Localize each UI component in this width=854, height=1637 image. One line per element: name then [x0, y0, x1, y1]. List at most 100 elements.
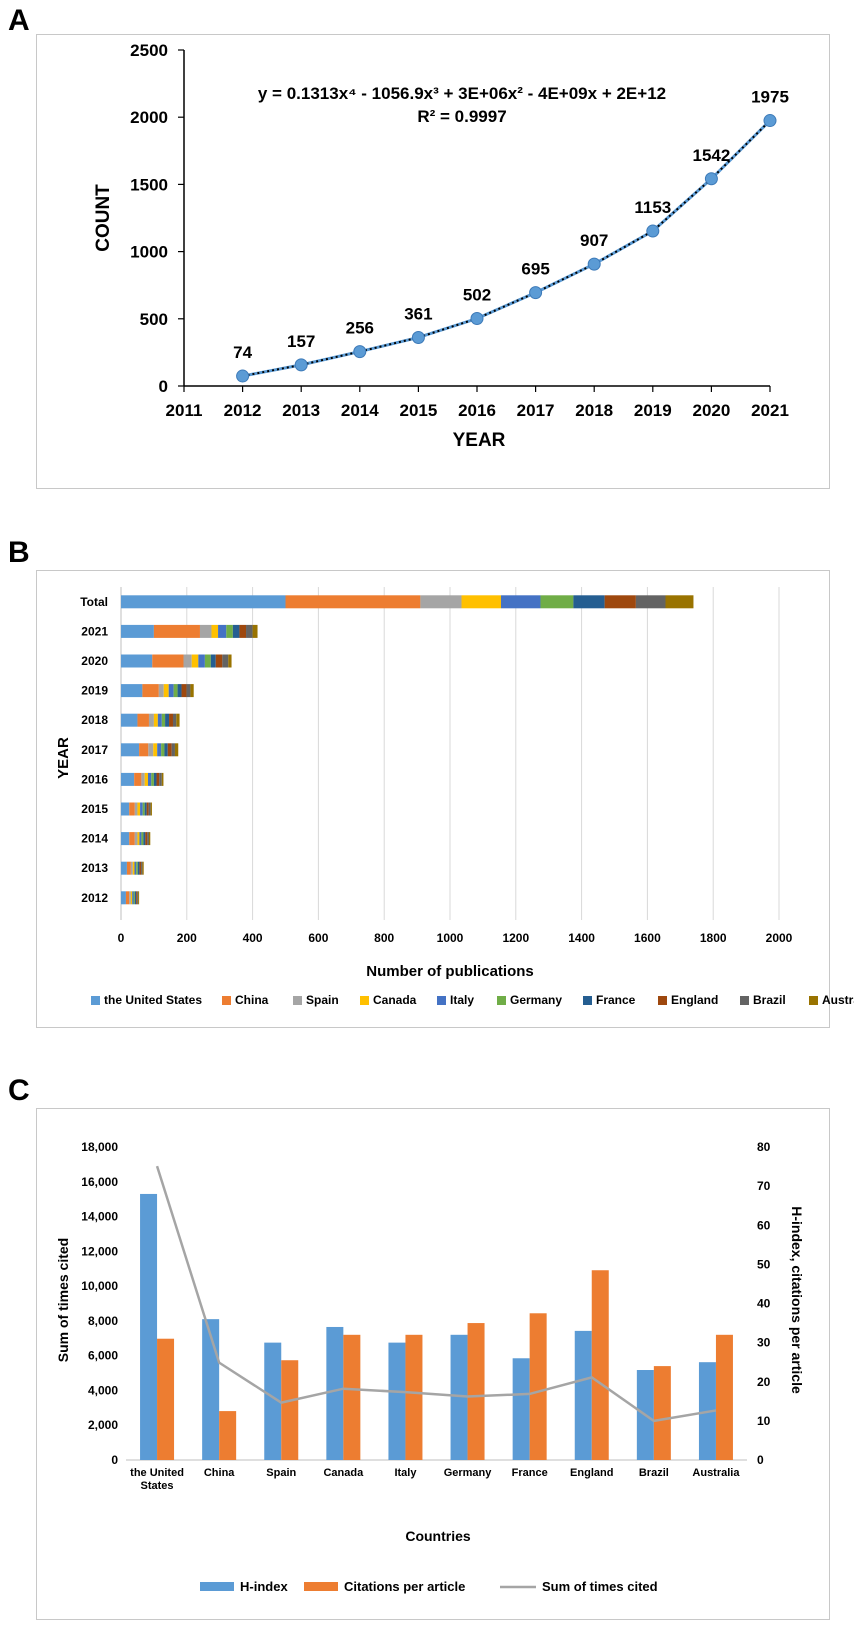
bar-segment	[132, 891, 134, 905]
bar-segment	[136, 861, 138, 875]
y-tick-label: 2,000	[88, 1418, 118, 1432]
bar-segment	[540, 595, 574, 609]
bar-segment	[121, 654, 153, 668]
x-tick-label: 1600	[634, 931, 661, 945]
bar-segment	[173, 684, 178, 698]
bar-segment	[186, 684, 191, 698]
bar-segment	[126, 861, 131, 875]
bar-segment	[148, 832, 151, 846]
bar-segment	[143, 832, 146, 846]
bar-segment	[121, 891, 126, 905]
bar-segment	[137, 802, 141, 816]
bar-segment	[158, 684, 164, 698]
bar-segment	[137, 891, 139, 905]
y2-tick-label: 30	[757, 1336, 771, 1350]
bar-segment	[147, 832, 149, 846]
data-label: 695	[521, 260, 549, 279]
x-tick-label: 2011	[166, 401, 203, 420]
bar-segment	[121, 684, 143, 698]
y2-tick-label: 60	[757, 1218, 771, 1232]
y-tick-label: 0	[111, 1453, 118, 1467]
bar-segment	[161, 772, 164, 786]
x-tick-label: England	[570, 1467, 613, 1479]
y2-tick-label: 70	[757, 1179, 771, 1193]
bar-segment	[172, 713, 177, 727]
legend-label: Germany	[510, 993, 562, 1007]
bar-segment	[145, 832, 148, 846]
bar-h-index	[264, 1342, 282, 1460]
data-point	[294, 358, 308, 372]
y-tick-label: 2014	[81, 832, 108, 846]
y-tick-label: 2020	[81, 654, 108, 668]
panel-c-frame	[36, 1108, 830, 1620]
bar-segment	[121, 713, 138, 727]
y-tick-label: 2017	[81, 743, 108, 757]
bar-segment	[137, 861, 140, 875]
bar-segment	[252, 624, 258, 638]
bar-segment	[157, 713, 162, 727]
bar-segment	[148, 802, 151, 816]
bar-segment	[121, 861, 127, 875]
bar-segment	[198, 654, 205, 668]
bar-segment	[140, 802, 143, 816]
bar-segment	[232, 624, 240, 638]
bar-segment	[151, 772, 154, 786]
y-tick-label: 500	[140, 310, 168, 329]
y-axis-title: YEAR	[55, 737, 72, 779]
panel-a-letter: A	[8, 4, 30, 37]
bar-segment	[635, 595, 666, 609]
panel-a-frame	[36, 34, 830, 489]
y-tick-label: 2013	[81, 861, 108, 875]
x-tick-label: Italy	[394, 1467, 417, 1479]
bar-h-index	[326, 1326, 344, 1460]
legend-swatch	[91, 996, 100, 1005]
bar-segment	[134, 891, 137, 905]
bar-segment	[146, 802, 149, 816]
bar-segment	[226, 624, 233, 638]
x-axis-title: Number of publications	[366, 963, 534, 980]
bar-segment	[125, 891, 130, 905]
y-tick-label: 18,000	[81, 1140, 118, 1154]
data-label: 361	[404, 304, 432, 323]
x-tick-label: Brazil	[639, 1467, 669, 1479]
bar-segment	[121, 832, 130, 846]
bar-segment	[199, 624, 212, 638]
bar-segment	[420, 595, 462, 609]
x-tick-label: 2015	[399, 401, 437, 420]
y2-tick-label: 50	[757, 1257, 771, 1271]
series-line-sum-of-times-cited	[155, 1165, 717, 1423]
x-tick-label: 1800	[700, 931, 727, 945]
legend-swatch	[658, 996, 667, 1005]
bar-segment	[169, 713, 173, 727]
data-point	[704, 172, 718, 186]
x-tick-label: 2018	[575, 401, 613, 420]
x-tick-label: Spain	[266, 1467, 296, 1479]
legend-label: Italy	[450, 993, 474, 1007]
bar-segment	[121, 802, 130, 816]
bar-segment	[191, 654, 199, 668]
legend-swatch	[304, 1582, 338, 1591]
bar-segment	[134, 861, 137, 875]
y2-tick-label: 20	[757, 1375, 771, 1389]
x-tick-label: 1200	[502, 931, 529, 945]
bar-h-index	[140, 1193, 158, 1460]
bar-segment	[500, 595, 541, 609]
y-axis-title: Sum of times cited	[55, 1238, 71, 1362]
series-line-count	[242, 119, 772, 378]
bar-segment	[138, 891, 140, 905]
data-label: 256	[346, 319, 374, 338]
data-label: 907	[580, 231, 608, 250]
bar-segment	[150, 802, 152, 816]
legend-swatch	[809, 996, 818, 1005]
legend-swatch	[497, 996, 506, 1005]
data-point	[763, 114, 777, 128]
bar-segment	[218, 624, 227, 638]
data-label: 74	[233, 343, 252, 362]
bar-segment	[183, 654, 192, 668]
bar-segment	[141, 832, 144, 846]
bar-segment	[121, 772, 135, 786]
legend-label: the United States	[104, 993, 202, 1007]
bar-segment	[139, 861, 142, 875]
y-tick-label: 12,000	[81, 1244, 118, 1258]
x-tick-label: 2012	[224, 401, 262, 420]
